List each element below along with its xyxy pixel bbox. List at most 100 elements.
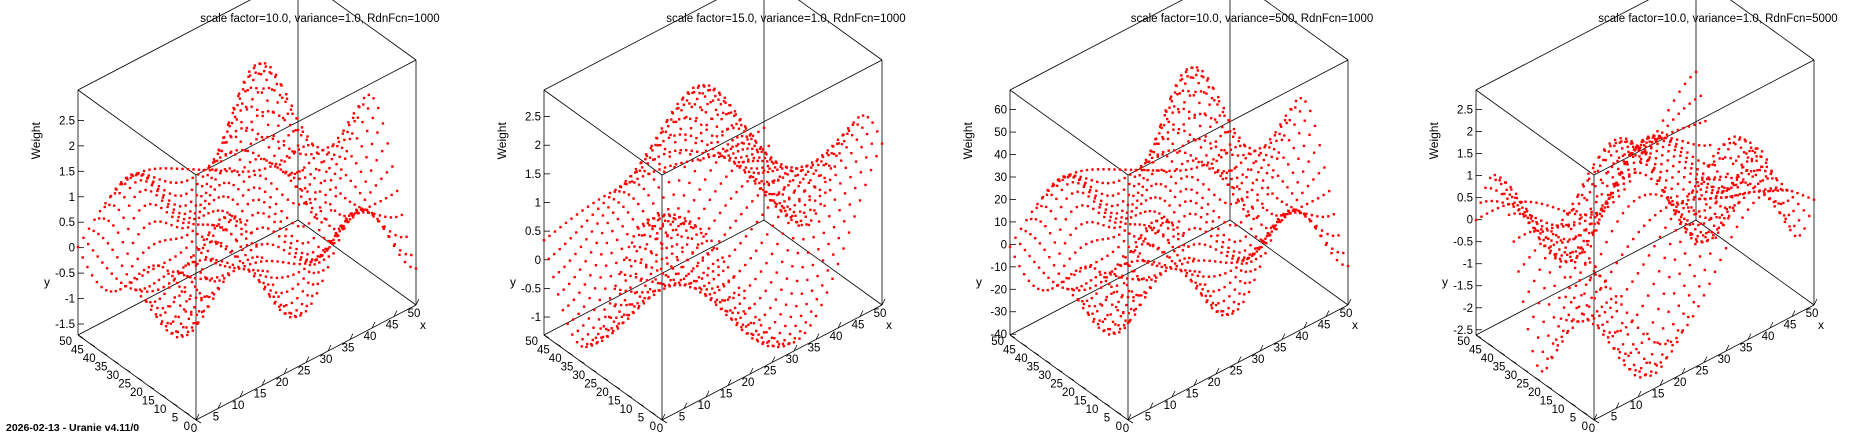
data-point [308, 183, 312, 186]
data-point [1705, 186, 1709, 189]
data-point [1099, 273, 1102, 276]
data-point [142, 251, 145, 254]
data-point [1608, 196, 1611, 200]
data-point [316, 255, 319, 258]
data-point [656, 218, 660, 222]
x-tick [705, 390, 710, 398]
data-point [337, 238, 341, 242]
data-point [1217, 100, 1221, 103]
data-point [715, 125, 719, 128]
data-point [251, 256, 254, 259]
data-point [1567, 225, 1570, 228]
data-point [1689, 232, 1692, 235]
data-point [211, 257, 214, 261]
data-point [1772, 200, 1776, 204]
box-edge [77, 219, 299, 336]
y-tick [1021, 343, 1028, 347]
data-point [770, 192, 774, 196]
data-point [625, 256, 628, 259]
data-point [172, 300, 176, 304]
data-point [678, 283, 682, 287]
data-point [1553, 253, 1556, 256]
data-point [325, 218, 328, 221]
data-point [641, 209, 645, 213]
data-point [1318, 144, 1321, 147]
data-point [166, 205, 169, 209]
data-point [813, 199, 817, 202]
data-point [152, 264, 155, 267]
data-point [1145, 160, 1148, 164]
data-point [1540, 202, 1544, 206]
data-point [1624, 352, 1627, 356]
data-point [716, 259, 719, 262]
data-point [729, 147, 733, 151]
data-point [1782, 201, 1785, 205]
data-point [1720, 196, 1723, 199]
data-point [580, 225, 583, 228]
data-point [161, 265, 165, 269]
data-point [688, 222, 691, 225]
data-point [1233, 288, 1237, 291]
data-point [1080, 223, 1083, 226]
data-point [348, 218, 352, 221]
data-point [1607, 150, 1611, 153]
data-point [712, 277, 716, 281]
data-point [1650, 146, 1653, 150]
data-point [1616, 184, 1619, 187]
data-point [608, 191, 612, 195]
data-point [339, 192, 342, 195]
data-point [193, 260, 196, 264]
data-point [1131, 270, 1134, 273]
data-point [286, 275, 290, 278]
data-point [589, 274, 592, 277]
data-point [1682, 126, 1685, 130]
data-point [180, 290, 184, 293]
data-point [1690, 191, 1694, 194]
data-point [1254, 257, 1258, 261]
data-point [1669, 217, 1673, 221]
data-point [1149, 226, 1152, 229]
data-point [1549, 249, 1552, 253]
data-point [808, 195, 811, 198]
data-point [1652, 282, 1655, 286]
data-point [245, 219, 249, 222]
data-point [782, 188, 785, 191]
data-point [1699, 94, 1702, 98]
data-point [192, 168, 195, 171]
data-point [1192, 138, 1196, 141]
data-point [1663, 256, 1666, 260]
data-point [1222, 233, 1225, 237]
data-point [1207, 188, 1211, 191]
data-point [1232, 309, 1235, 313]
data-point [168, 286, 171, 289]
data-point [209, 259, 213, 262]
data-point [277, 140, 280, 143]
data-point [774, 298, 778, 301]
data-point [1198, 270, 1201, 274]
data-point [1629, 351, 1633, 355]
data-point [638, 169, 642, 172]
data-point [1710, 231, 1713, 234]
data-point [259, 260, 263, 263]
data-point [720, 154, 723, 158]
data-point [824, 191, 827, 194]
data-point [1246, 195, 1249, 199]
data-point [1210, 96, 1214, 100]
data-point [1323, 166, 1326, 169]
data-point [1127, 245, 1130, 249]
data-point [690, 237, 694, 240]
data-point [768, 192, 771, 196]
data-point [1186, 159, 1189, 163]
data-point [1697, 305, 1700, 308]
data-point [1218, 274, 1222, 277]
box-edge [1264, 0, 1349, 61]
data-point [1580, 312, 1584, 315]
data-point [189, 210, 192, 213]
data-point [204, 258, 207, 261]
data-point [1529, 217, 1533, 220]
data-point [763, 191, 767, 194]
data-point [1708, 218, 1711, 221]
data-point [1195, 157, 1198, 160]
data-point [801, 266, 804, 269]
data-point [1203, 139, 1207, 142]
